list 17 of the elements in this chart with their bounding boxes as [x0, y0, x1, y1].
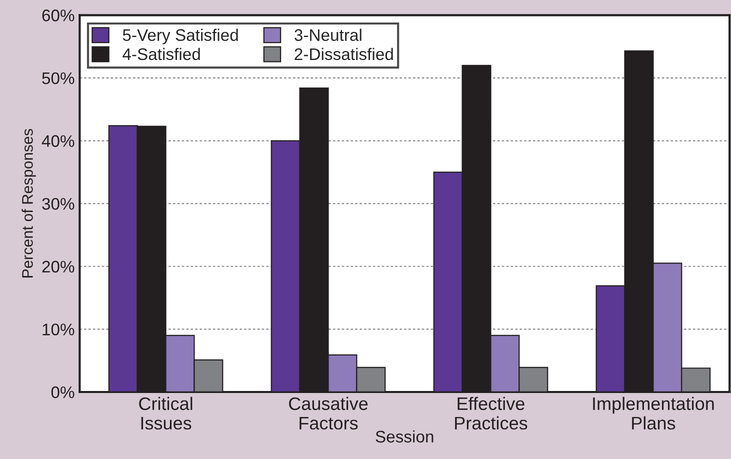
x-tick-label: Effective Practices [455, 396, 528, 430]
y-tick-label: 20% [42, 260, 74, 273]
x-tick-label: Causative Factors [289, 396, 368, 430]
x-axis-title: Session [376, 430, 434, 443]
legend-label: 5-Very Satisfied [122, 28, 238, 44]
y-tick-label: 40% [42, 135, 74, 147]
x-tick-label: Critical Issues [139, 396, 192, 430]
x-tick-label: Implementation Plans [593, 396, 714, 430]
y-axis-title: Percent of Responses [22, 128, 36, 278]
y-tick-label: 10% [42, 324, 74, 336]
legend-label: 2-Dissatisfied [294, 48, 393, 60]
y-tick-label: 30% [42, 198, 74, 210]
legend-label: 3-Neutral [294, 28, 362, 41]
legend-label: 4-Satisfied [122, 48, 200, 60]
y-tick-label: 0% [51, 386, 74, 398]
y-tick-label: 50% [42, 72, 74, 84]
y-tick-label: 60% [42, 10, 74, 22]
